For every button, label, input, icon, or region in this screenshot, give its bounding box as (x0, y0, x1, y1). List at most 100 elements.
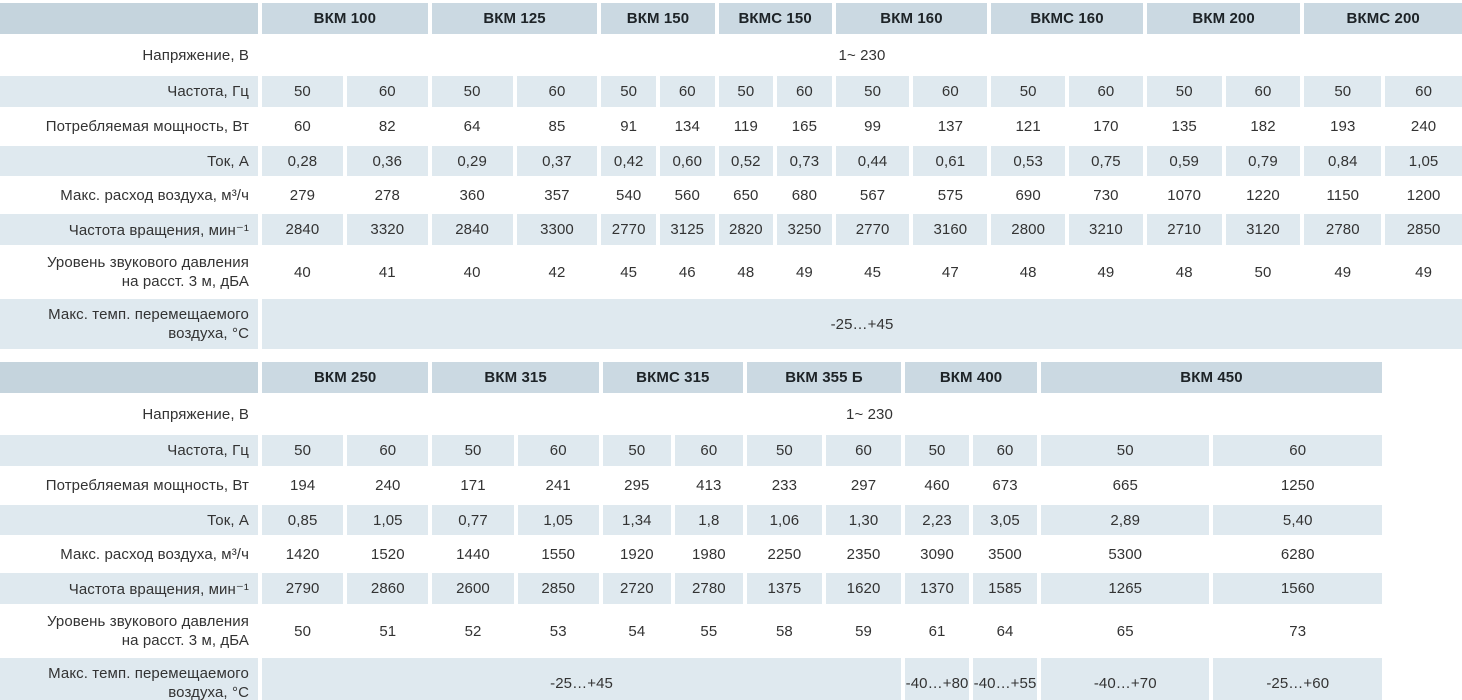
airflow-value-cell: 650 (733, 186, 759, 204)
sound-value-cell: 61 (928, 622, 946, 640)
row-temp: Макс. темп. перемещаемого воздуха, °С -25… (0, 299, 1462, 349)
temp-value-cell: -25…+45 (262, 299, 1462, 349)
row-label-temp: Макс. темп. перемещаемого воздуха, °С (0, 299, 258, 349)
current-value-cell: 0,37 (516, 146, 598, 176)
frequency-value-cell: 50 (602, 435, 671, 466)
power-value-cell: 182 (1250, 118, 1276, 135)
sound-value-cell: 45 (620, 263, 638, 281)
speed-value-cell: 3160 (913, 214, 988, 245)
sound-value-cell: 49 (1097, 263, 1115, 281)
current-value-cell: 1,30 (825, 505, 902, 535)
row-current: Ток, А 0,28 0,36 0,29 0,37 0,42 0,60 0,52 0,73 0,… (0, 146, 1462, 176)
sound-value-cell: 47 (941, 263, 959, 281)
airflow-value-cell: 357 (544, 186, 570, 204)
sound-value-cell: 55 (700, 622, 718, 640)
speed-value-cell: 1620 (825, 573, 902, 604)
current-value-cell: 0,44 (835, 146, 910, 176)
power-value-cell: 193 (1330, 118, 1356, 135)
row-power: Потребляемая мощность, Вт 194 240 171 241 295… (0, 469, 1382, 502)
frequency-value-cell: 60 (1069, 76, 1143, 107)
temp-value-cell: -40…+55 (973, 658, 1037, 700)
frequency-value-cell: 60 (913, 76, 988, 107)
row-voltage: Напряжение, В 1~ 230 (0, 396, 1382, 432)
power-value-cell: 194 (289, 477, 316, 494)
power-value-cell: 1250 (1280, 477, 1315, 494)
airflow-value-cell: 6280 (1280, 545, 1315, 563)
sound-value-cell: 49 (1334, 263, 1352, 281)
voltage-value-cell: 1~ 230 (846, 405, 893, 423)
row-temp: Макс. темп. перемещаемого воздуха, °С -25… (0, 658, 1382, 700)
frequency-value-cell: 50 (1304, 76, 1382, 107)
model-header-cell: ВКМ 200 (1146, 3, 1301, 34)
row-voltage: Напряжение, В 1~ 230 (0, 37, 1462, 73)
speed-value-cell: 3320 (346, 214, 428, 245)
model-header-cell: ВКМ 100 (262, 3, 428, 34)
airflow-value-cell: 278 (374, 186, 400, 204)
current-value-cell: 3,05 (973, 505, 1037, 535)
current-value-cell: 0,61 (913, 146, 988, 176)
frequency-value-cell: 60 (346, 76, 428, 107)
model-header-cell: ВКМС 160 (991, 3, 1143, 34)
airflow-value-cell: 1980 (691, 545, 726, 563)
model-header-cell: ВКМ 160 (835, 3, 988, 34)
current-value-cell: 2,89 (1040, 505, 1210, 535)
model-header-row: ВКМ 100 ВКМ 125 ВКМ 150 ВКМС 150 ВКМ 160 ВКМС… (0, 3, 1462, 34)
row-current: Ток, А 0,85 1,05 0,77 1,05 1,34 1,8 1,06 1,30 2,2… (0, 505, 1382, 535)
row-label-frequency: Частота, Гц (0, 76, 258, 107)
sound-value-cell: 59 (855, 622, 872, 640)
speed-value-cell: 1585 (973, 573, 1037, 604)
power-value-cell: 240 (375, 477, 401, 494)
speed-value-cell: 2710 (1146, 214, 1222, 245)
airflow-value-cell: 560 (674, 186, 700, 204)
temp-value-cell: -40…+80 (905, 658, 970, 700)
power-value-cell: 135 (1171, 118, 1197, 135)
row-speed: Частота вращения, мин⁻¹ 2790 2860 2600 2850 2… (0, 573, 1382, 604)
speed-value-cell: 3250 (777, 214, 832, 245)
frequency-value-cell: 50 (746, 435, 822, 466)
current-value-cell: 5,40 (1213, 505, 1382, 535)
airflow-value-cell: 3090 (920, 545, 954, 563)
airflow-value-cell: 2250 (767, 545, 802, 563)
airflow-value-cell: 1420 (285, 545, 320, 563)
power-value-cell: 64 (463, 118, 481, 135)
power-value-cell: 673 (992, 477, 1018, 494)
row-label-power: Потребляемая мощность, Вт (45, 118, 249, 135)
row-label-sound: Уровень звукового давления на расст. 3 м… (46, 254, 249, 290)
current-value-cell: 0,52 (718, 146, 774, 176)
speed-value-cell: 3300 (516, 214, 598, 245)
model-header-row: ВКМ 250 ВКМ 315 ВКМС 315 ВКМ 355 Б ВКМ 400 ВК… (0, 362, 1382, 393)
frequency-value-cell: 60 (659, 76, 715, 107)
current-value-cell: 0,29 (431, 146, 513, 176)
speed-value-cell: 2780 (674, 573, 743, 604)
current-value-cell: 0,73 (777, 146, 832, 176)
power-value-cell: 171 (460, 477, 486, 494)
frequency-value-cell: 50 (431, 76, 513, 107)
model-header-cell: ВКМС 150 (718, 3, 832, 34)
model-header-cell: ВКМ 125 (431, 3, 598, 34)
power-value-cell: 91 (620, 118, 638, 135)
sound-value-cell: 49 (1415, 263, 1433, 281)
airflow-value-cell: 3500 (988, 545, 1022, 563)
speed-value-cell: 1560 (1213, 573, 1382, 604)
row-label-airflow: Макс. расход воздуха, м³/ч (60, 545, 249, 563)
airflow-value-cell: 567 (859, 186, 886, 204)
frequency-value-cell: 50 (1146, 76, 1222, 107)
speed-value-cell: 2860 (347, 573, 429, 604)
speed-value-cell: 2800 (991, 214, 1066, 245)
sound-value-cell: 51 (379, 622, 397, 640)
temp-value-cell: -25…+45 (262, 658, 902, 700)
power-value-cell: 60 (293, 118, 311, 135)
sound-value-cell: 41 (378, 263, 396, 281)
power-value-cell: 233 (771, 477, 798, 494)
power-value-cell: 240 (1410, 118, 1437, 135)
airflow-value-cell: 1920 (619, 545, 654, 563)
power-value-cell: 295 (624, 477, 650, 494)
row-power: Потребляемая мощность, Вт 60 82 64 85 91 134 11… (0, 110, 1462, 143)
frequency-value-cell: 50 (432, 435, 514, 466)
current-value-cell: 1,05 (1385, 146, 1462, 176)
frequency-value-cell: 50 (601, 76, 656, 107)
row-airflow: Макс. расход воздуха, м³/ч 279 278 360 357 54… (0, 179, 1462, 211)
airflow-value-cell: 730 (1093, 186, 1119, 204)
frequency-value-cell: 60 (347, 435, 429, 466)
